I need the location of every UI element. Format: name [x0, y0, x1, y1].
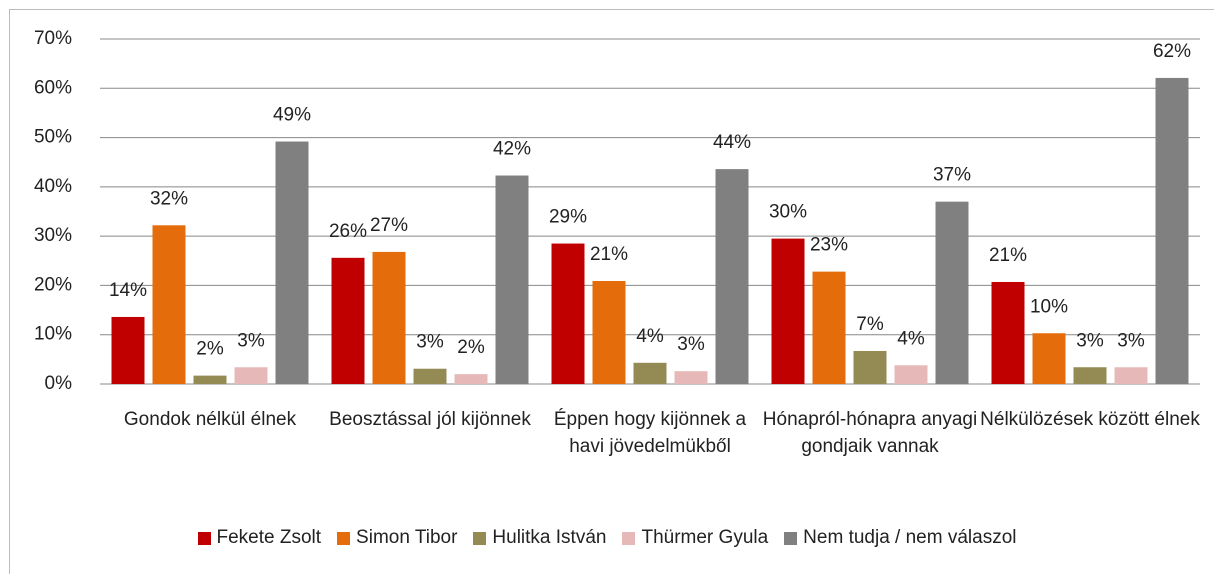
y-tick-label: 50% — [34, 127, 72, 148]
legend-item: Hulitka István — [473, 527, 606, 549]
bar — [592, 280, 626, 384]
legend-label: Nem tudja / nem válaszol — [803, 527, 1017, 548]
legend: Fekete Zsolt Simon Tibor Hulitka István Thü… — [0, 527, 1214, 551]
legend-swatch — [337, 531, 351, 545]
bar — [674, 371, 708, 384]
data-label: 2% — [196, 339, 224, 360]
x-tick-label: Nélkülözések között élnek — [980, 409, 1200, 430]
bar — [1032, 333, 1066, 384]
bar — [991, 281, 1025, 384]
data-label: 29% — [549, 207, 587, 228]
legend-swatch — [197, 531, 211, 545]
y-tick-label: 60% — [34, 77, 72, 98]
data-label: 7% — [856, 314, 884, 335]
bar — [1114, 367, 1148, 384]
data-label: 37% — [933, 165, 971, 186]
x-tick-label: Éppen hogy kijönnek a havi jövedelmükből — [553, 409, 747, 457]
bar — [331, 257, 365, 384]
bar — [633, 362, 667, 384]
data-label: 21% — [989, 245, 1027, 266]
legend-label: Thürmer Gyula — [641, 527, 769, 548]
bar — [1073, 367, 1107, 384]
data-label: 44% — [713, 132, 751, 153]
bar — [551, 243, 585, 384]
data-label: 30% — [769, 202, 807, 223]
y-tick-label: 40% — [34, 176, 72, 197]
bar — [111, 316, 145, 384]
data-label: 4% — [636, 326, 664, 347]
y-tick-label: 0% — [45, 373, 73, 394]
legend-item: Fekete Zsolt — [197, 527, 322, 549]
legend-swatch — [473, 531, 487, 545]
bar — [152, 225, 186, 384]
data-label: 21% — [590, 244, 628, 265]
legend-item: Simon Tibor — [337, 527, 457, 549]
data-label: 10% — [1030, 296, 1068, 317]
data-label: 14% — [109, 280, 147, 301]
y-tick-label: 30% — [34, 225, 72, 246]
bar — [234, 367, 268, 384]
data-label: 3% — [237, 330, 265, 351]
data-label: 4% — [897, 328, 925, 349]
data-label: 49% — [273, 105, 311, 126]
y-tick-label: 10% — [34, 324, 72, 345]
data-label: 27% — [370, 215, 408, 236]
bar — [413, 368, 447, 384]
legend-swatch — [784, 531, 798, 545]
bar — [454, 374, 488, 384]
bar — [812, 271, 846, 384]
bar — [853, 350, 887, 384]
legend-label: Simon Tibor — [356, 527, 458, 548]
bar — [1155, 77, 1189, 384]
bar — [372, 251, 406, 384]
bar — [193, 375, 227, 384]
data-label: 2% — [457, 337, 485, 358]
data-label: 3% — [1076, 330, 1104, 351]
data-label: 62% — [1153, 41, 1191, 62]
data-label: 3% — [1117, 330, 1145, 351]
bar — [894, 365, 928, 384]
legend-item: Nem tudja / nem válaszol — [784, 527, 1017, 549]
data-label: 42% — [493, 139, 531, 160]
chart-border — [9, 9, 1214, 574]
legend-label: Hulitka István — [492, 527, 607, 548]
x-tick-label: Hónapról-hónapra anyagi gondjaik vannak — [762, 409, 978, 457]
data-label: 23% — [810, 235, 848, 256]
x-tick-label: Beosztással jól kijönnek — [329, 409, 531, 430]
data-label: 3% — [416, 332, 444, 353]
bar — [935, 201, 969, 384]
bar — [715, 169, 749, 384]
y-tick-label: 70% — [34, 28, 72, 49]
legend-item: Thürmer Gyula — [622, 527, 768, 549]
data-label: 26% — [329, 221, 367, 242]
data-label: 32% — [150, 188, 188, 209]
x-tick-label: Gondok nélkül élnek — [123, 409, 297, 430]
bar — [275, 141, 309, 384]
y-tick-label: 20% — [34, 274, 72, 295]
bar — [771, 238, 805, 384]
legend-swatch — [622, 531, 636, 545]
legend-label: Fekete Zsolt — [216, 527, 322, 548]
data-label: 3% — [677, 334, 705, 355]
bar — [495, 175, 529, 384]
